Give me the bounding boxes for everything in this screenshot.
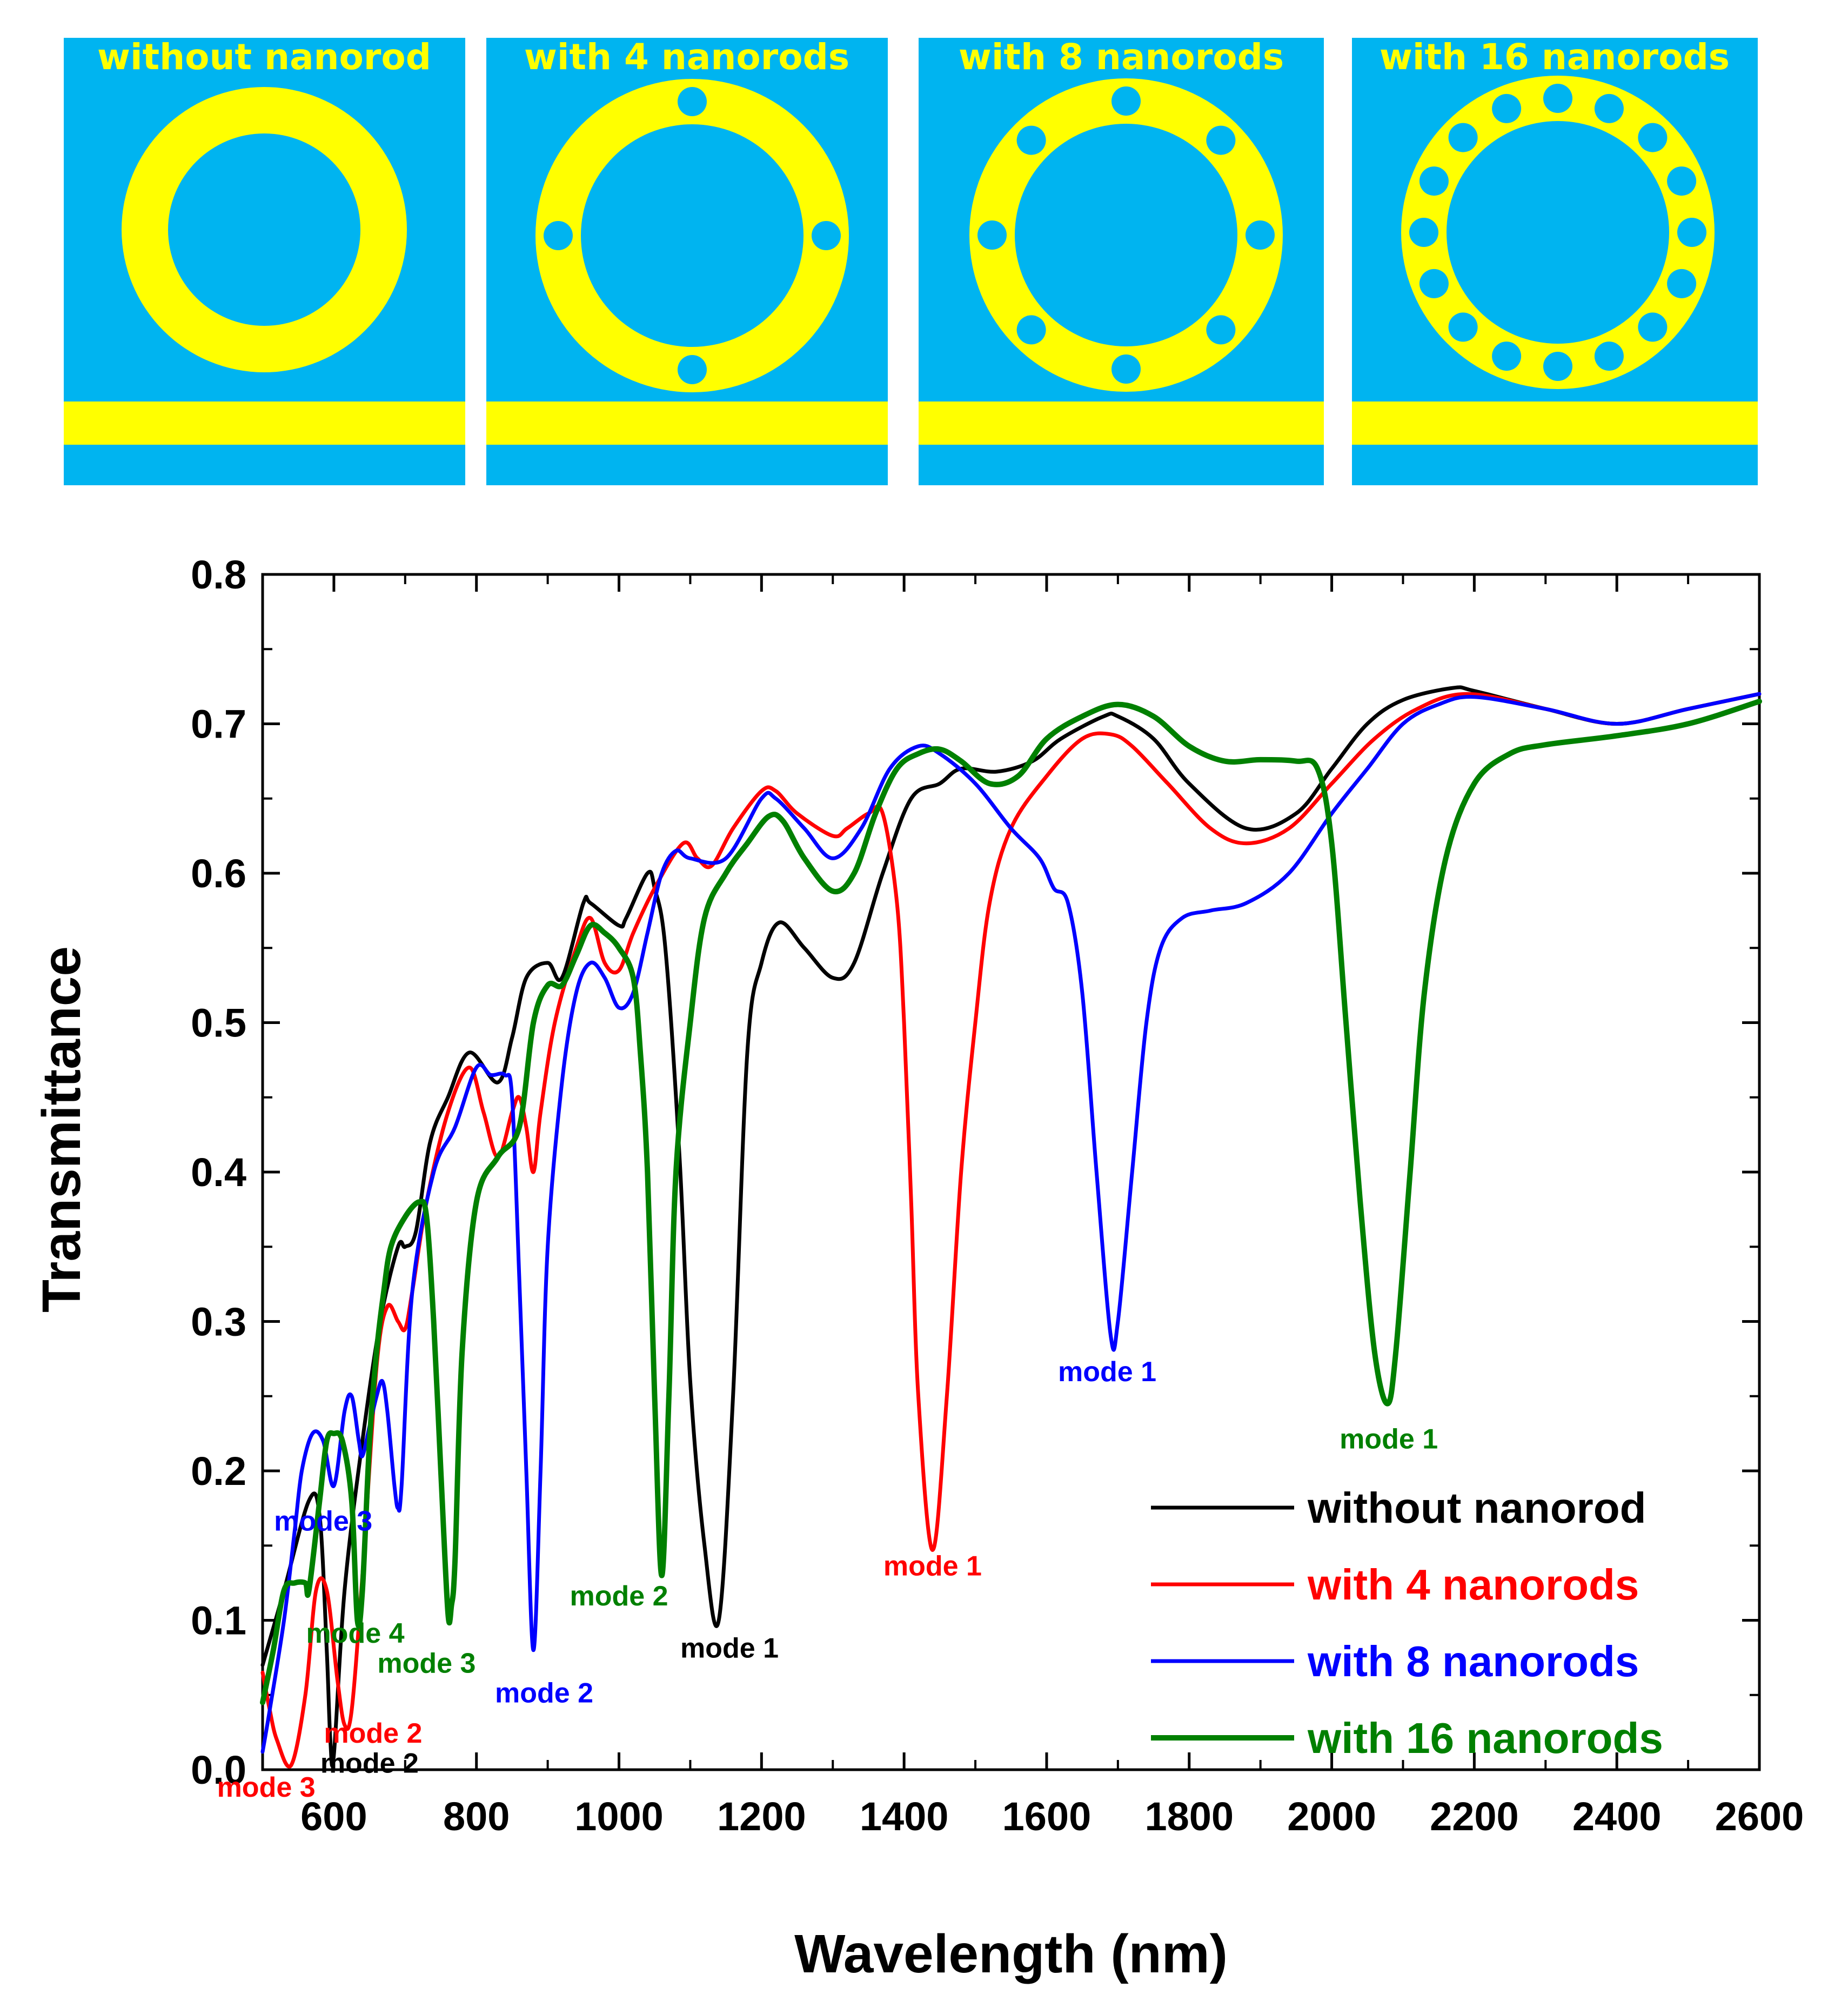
series-line-with-16-nanorods <box>260 699 1762 1705</box>
mode-label: mode 2 <box>495 1678 593 1709</box>
bus-waveguide <box>64 401 465 445</box>
nanorod <box>1667 269 1697 298</box>
x-tick-label: 2000 <box>1287 1794 1376 1839</box>
structure-panels: without nanorod with 4 nanorods with 8 n… <box>64 36 1758 485</box>
nanorod <box>1016 315 1046 345</box>
nanorod <box>1638 123 1668 152</box>
nanorod <box>1409 218 1438 247</box>
x-tick-label: 800 <box>443 1794 510 1839</box>
x-tick-label: 2600 <box>1715 1794 1804 1839</box>
nanorod <box>1419 269 1449 298</box>
y-tick-label: 0.4 <box>191 1150 246 1195</box>
legend-label: with 4 nanorods <box>1307 1561 1639 1609</box>
nanorod <box>1677 218 1706 247</box>
x-tick-label: 2400 <box>1572 1794 1662 1839</box>
panel-title: without nanorod <box>97 36 431 78</box>
nanorod <box>1112 86 1141 116</box>
legend-label: with 16 nanorods <box>1307 1714 1663 1762</box>
panel-with-4-nanorods: with 4 nanorods <box>486 36 888 485</box>
mode-label: mode 1 <box>883 1551 982 1582</box>
x-tick-label: 600 <box>300 1794 367 1839</box>
panel-without-nanorod: without nanorod <box>64 36 465 485</box>
y-tick-label: 0.1 <box>191 1598 246 1643</box>
panel-title: with 8 nanorods <box>959 36 1284 78</box>
nanorod <box>1594 342 1624 371</box>
x-axis-title: Wavelength (nm) <box>794 1924 1228 1984</box>
nanorod <box>812 221 841 250</box>
nanorod-group <box>544 87 841 384</box>
legend-label: without nanorod <box>1307 1484 1646 1532</box>
nanorod-group <box>1409 84 1706 381</box>
y-tick-label: 0.0 <box>191 1748 246 1792</box>
nanorod <box>1543 84 1572 113</box>
y-axis-title: Transmittance <box>31 946 92 1313</box>
y-axis-ticks: 0.0 0.1 0.2 0.3 0.4 0.5 0.6 0.7 0.8 <box>191 552 1759 1792</box>
nanorod <box>678 87 707 116</box>
nanorod <box>1016 125 1046 155</box>
nanorod <box>544 221 573 250</box>
panel-title: with 4 nanorods <box>524 36 849 78</box>
ring-core <box>168 133 360 326</box>
x-tick-label: 1800 <box>1144 1794 1234 1839</box>
x-axis-ticks: 600 800 1000 1200 1400 1600 1800 2000 2200 2400 26… <box>262 574 1804 1839</box>
x-tick-label: 2200 <box>1430 1794 1519 1839</box>
nanorod <box>1667 166 1697 196</box>
nanorod <box>1492 342 1522 371</box>
nanorod <box>1206 125 1236 155</box>
legend-label: with 8 nanorods <box>1307 1637 1639 1685</box>
legend: without nanorod with 4 nanorods with 8 nan… <box>1151 1484 1663 1762</box>
ring-core <box>1015 124 1237 346</box>
y-tick-label: 0.6 <box>191 851 246 896</box>
nanorod <box>1112 354 1141 384</box>
bus-waveguide <box>486 401 888 445</box>
mode-label: mode 2 <box>570 1581 668 1612</box>
ring-core <box>581 124 804 347</box>
nanorod <box>1448 312 1478 342</box>
x-tick-label: 1200 <box>717 1794 806 1839</box>
mode-label: mode 2 <box>320 1748 419 1779</box>
mode-label: mode 3 <box>274 1506 372 1537</box>
x-tick-label: 1000 <box>574 1794 664 1839</box>
mode-label: mode 3 <box>217 1772 316 1803</box>
nanorod <box>1419 166 1449 196</box>
y-tick-label: 0.7 <box>191 702 246 747</box>
y-tick-label: 0.8 <box>191 552 246 597</box>
mode-label: mode 2 <box>324 1718 422 1749</box>
y-tick-label: 0.3 <box>191 1300 246 1344</box>
nanorod-group <box>977 86 1275 384</box>
mode-label: mode 3 <box>377 1648 476 1679</box>
x-tick-label: 1600 <box>1002 1794 1092 1839</box>
mode-label: mode 4 <box>306 1618 404 1649</box>
mode-label: mode 1 <box>1340 1424 1438 1455</box>
ring-core <box>1447 121 1669 344</box>
y-tick-label: 0.2 <box>191 1449 246 1494</box>
bus-waveguide <box>1352 401 1758 445</box>
panel-with-16-nanorods: with 16 nanorods <box>1352 36 1758 485</box>
transmittance-chart: 600 800 1000 1200 1400 1600 1800 2000 2200 2400 26… <box>31 552 1804 1984</box>
nanorod <box>1492 93 1522 123</box>
nanorod <box>1206 315 1236 345</box>
nanorod <box>1246 220 1275 250</box>
nanorod <box>678 355 707 384</box>
panel-title: with 16 nanorods <box>1380 36 1730 78</box>
panel-with-8-nanorods: with 8 nanorods <box>919 36 1324 485</box>
y-tick-label: 0.5 <box>191 1001 246 1046</box>
mode-label: mode 1 <box>1058 1356 1156 1388</box>
nanorod <box>1448 123 1478 152</box>
bus-waveguide <box>919 401 1324 445</box>
nanorod <box>1594 93 1624 123</box>
nanorod <box>1543 352 1572 381</box>
nanorod <box>1638 312 1668 342</box>
nanorod <box>977 220 1007 250</box>
x-tick-label: 1400 <box>860 1794 949 1839</box>
mode-label: mode 1 <box>680 1633 779 1664</box>
series-lines <box>260 685 1762 1769</box>
